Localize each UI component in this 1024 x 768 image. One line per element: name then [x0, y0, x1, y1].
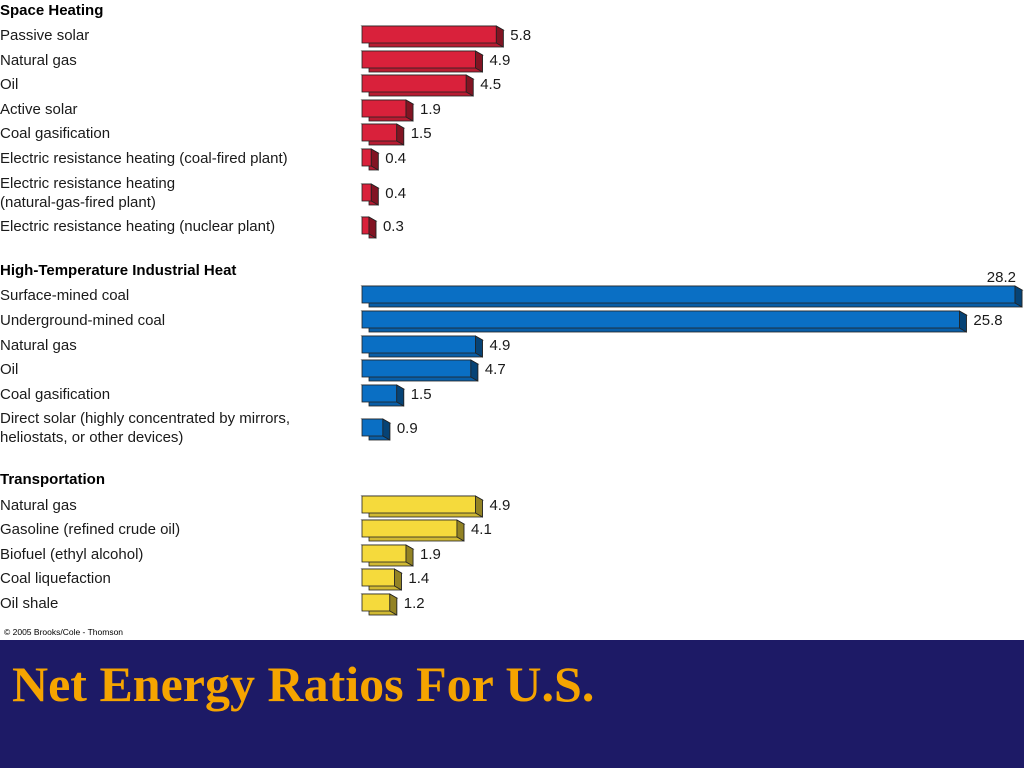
value-label: 4.9	[489, 52, 510, 69]
bar	[360, 359, 480, 382]
category-label: Oil	[0, 361, 19, 378]
category-label: Oil shale	[0, 595, 59, 612]
bar	[360, 310, 968, 333]
bar	[360, 99, 415, 122]
category-label: Coal liquefaction	[0, 570, 111, 587]
category-label: Oil	[0, 76, 19, 93]
group-header-2: High-Temperature Industrial Heat	[0, 262, 237, 279]
bar	[360, 568, 403, 591]
category-label: Active solar	[0, 101, 78, 118]
category-label: Natural gas	[0, 337, 77, 354]
group-header-3: Transportation	[0, 471, 106, 488]
value-label: 25.8	[973, 312, 1002, 329]
category-label: Electric resistance heating (natural-gas…	[0, 175, 176, 211]
value-label: 1.9	[420, 546, 441, 563]
value-label: 1.5	[411, 125, 432, 142]
bar	[360, 50, 484, 73]
title-banner	[0, 640, 1024, 768]
value-label: 1.2	[404, 595, 425, 612]
category-label: Gasoline (refined crude oil)	[0, 521, 181, 538]
category-label: Natural gas	[0, 497, 77, 514]
value-label: 1.5	[411, 386, 432, 403]
bar	[360, 335, 484, 358]
bar	[360, 519, 466, 542]
slide-title: Net Energy Ratios For U.S.	[12, 656, 595, 712]
value-label: 4.7	[485, 361, 506, 378]
value-label: 4.9	[489, 497, 510, 514]
group-header-1: Space Heating	[0, 2, 104, 19]
chart-svg: 5.84.94.51.91.50.40.40.328.225.84.94.71.…	[360, 25, 1024, 616]
category-label: Biofuel (ethyl alcohol)	[0, 546, 144, 563]
value-label: 0.3	[383, 218, 404, 235]
bar	[360, 495, 484, 518]
value-label: 0.4	[385, 150, 406, 167]
category-label: Coal gasification	[0, 125, 111, 142]
value-label: 0.9	[397, 420, 418, 437]
bar	[360, 285, 1024, 308]
value-label: 1.4	[408, 570, 429, 587]
bar	[360, 183, 380, 206]
value-label: 0.4	[385, 185, 406, 202]
category-label: Electric resistance heating (nuclear pla…	[0, 218, 276, 235]
bar	[360, 74, 475, 97]
bar	[360, 593, 399, 616]
value-label: 4.5	[480, 76, 501, 93]
category-label: Direct solar (highly concentrated by mir…	[0, 410, 291, 446]
bar	[360, 544, 415, 567]
chart-area: 5.8 4.9 4.5 1.9 1.5 0.4 0.4 0.3 28.2 25.8 4.9 4.7 1.…	[0, 2, 1024, 637]
bar	[360, 148, 380, 171]
category-label: Underground-mined coal	[0, 312, 166, 329]
bar	[360, 123, 406, 146]
category-label: Coal gasification	[0, 386, 111, 403]
bar	[360, 216, 378, 239]
bar	[360, 384, 406, 407]
value-label: 5.8	[510, 27, 531, 44]
value-label: 1.9	[420, 101, 441, 118]
category-label: Passive solar	[0, 27, 90, 44]
category-label: Electric resistance heating (coal-fired …	[0, 150, 288, 167]
copyright-text: © 2005 Brooks/Cole - Thomson	[4, 627, 124, 637]
value-label: 4.1	[471, 521, 492, 538]
bar	[360, 418, 392, 441]
value-label: 28.2	[987, 269, 1016, 286]
category-label: Surface-mined coal	[0, 287, 130, 304]
bar	[360, 25, 505, 48]
category-label: Natural gas	[0, 52, 77, 69]
value-label: 4.9	[489, 337, 510, 354]
